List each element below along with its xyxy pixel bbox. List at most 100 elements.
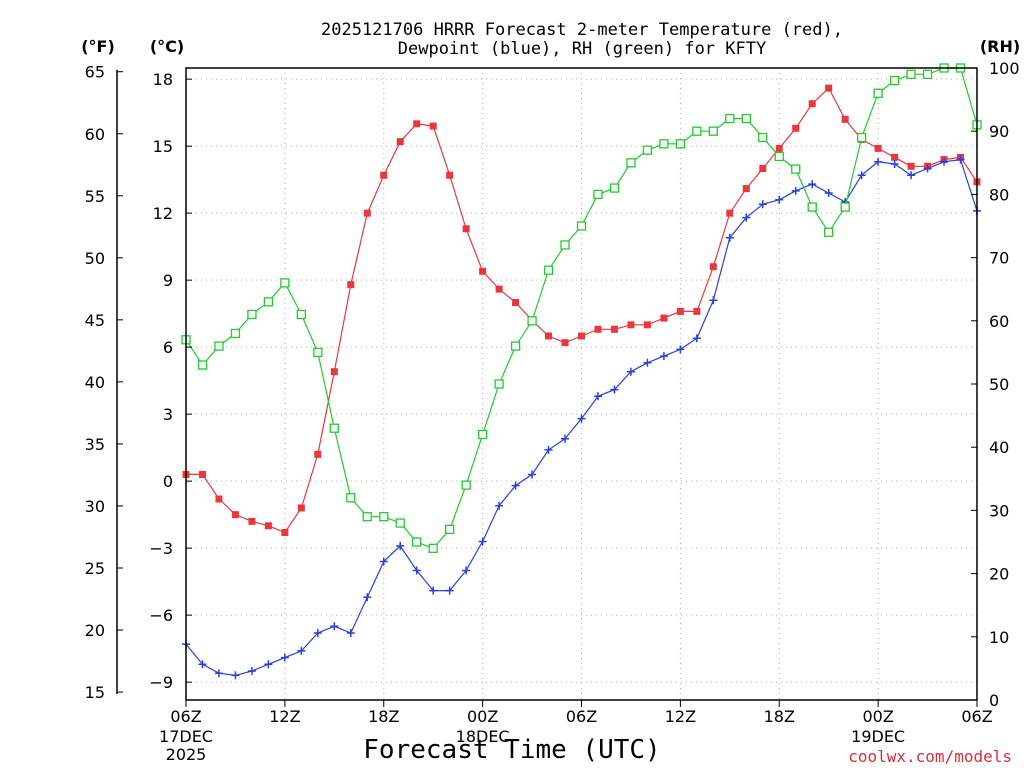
- point-dewpoint-4: [247, 666, 256, 675]
- celsius-tick-label-4: 6: [163, 338, 173, 357]
- fahrenheit-unit-label: (°F): [81, 37, 115, 56]
- point-dewpoint-3: [231, 671, 240, 680]
- point-dewpoint-32: [709, 296, 718, 305]
- point-temperature-44: [907, 162, 915, 170]
- point-rh-41: [856, 132, 867, 143]
- point-dewpoint-13: [396, 541, 405, 550]
- point-temperature-43: [891, 153, 899, 161]
- point-dewpoint-34: [742, 213, 751, 222]
- rh-tick-label-1: 90: [989, 122, 1009, 141]
- point-dewpoint-1: [198, 660, 207, 669]
- point-temperature-19: [495, 285, 503, 293]
- point-dewpoint-10: [346, 629, 355, 638]
- point-temperature-25: [594, 325, 602, 333]
- point-rh-20: [510, 341, 521, 351]
- point-rh-24: [576, 221, 587, 231]
- x-tick-sublabel-0-1: 2025: [166, 745, 207, 764]
- point-dewpoint-47: [956, 155, 965, 164]
- point-temperature-5: [264, 522, 272, 530]
- point-temperature-26: [610, 325, 618, 333]
- point-temperature-10: [347, 281, 355, 289]
- point-dewpoint-33: [725, 233, 734, 242]
- x-tick-sublabel-7-0: 19DEC: [851, 727, 905, 746]
- x-tick-sublabel-3-0: 18DEC: [456, 727, 510, 746]
- point-temperature-12: [380, 171, 388, 179]
- point-temperature-37: [792, 124, 800, 132]
- x-tick-label-0: 06Z: [170, 707, 201, 726]
- point-rh-16: [445, 524, 455, 535]
- point-temperature-30: [676, 307, 684, 315]
- point-rh-21: [527, 316, 537, 326]
- point-dewpoint-21: [528, 470, 537, 479]
- point-dewpoint-15: [429, 586, 438, 595]
- x-tick-sublabel-0-0: 17DEC: [159, 727, 213, 746]
- rh-tick-label-2: 80: [989, 185, 1009, 204]
- x-tick-label-2: 18Z: [368, 707, 399, 726]
- point-temperature-23: [561, 339, 569, 347]
- point-dewpoint-41: [857, 171, 866, 180]
- point-rh-39: [824, 227, 834, 237]
- x-tick-label-5: 12Z: [665, 707, 696, 726]
- point-dewpoint-30: [676, 345, 685, 354]
- point-rh-10: [346, 493, 356, 503]
- x-axis-label: Forecast Time (UTC): [363, 735, 660, 765]
- point-rh-7: [296, 309, 307, 320]
- point-temperature-28: [643, 321, 651, 329]
- point-dewpoint-16: [445, 586, 454, 595]
- point-dewpoint-17: [462, 566, 471, 575]
- celsius-tick-label-7: −3: [149, 539, 173, 558]
- point-dewpoint-8: [313, 629, 322, 638]
- fahrenheit-tick-label-0: 65: [85, 63, 105, 82]
- point-rh-42: [873, 88, 883, 98]
- point-rh-11: [362, 512, 372, 522]
- point-dewpoint-39: [824, 189, 833, 198]
- point-dewpoint-29: [659, 352, 668, 361]
- point-rh-31: [692, 126, 702, 136]
- rh-tick-label-0: 100: [989, 59, 1020, 78]
- chart-title-line-1: 2025121706 HRRR Forecast 2-meter Tempera…: [321, 20, 843, 40]
- point-temperature-36: [775, 144, 783, 152]
- point-temperature-1: [198, 470, 206, 478]
- point-rh-6: [280, 278, 290, 288]
- point-rh-36: [774, 151, 784, 162]
- point-temperature-6: [281, 529, 289, 537]
- fahrenheit-tick-label-5: 40: [85, 373, 105, 392]
- point-temperature-20: [512, 298, 520, 306]
- point-temperature-42: [874, 144, 882, 152]
- rh-unit-label: (RH): [980, 37, 1020, 56]
- point-dewpoint-20: [511, 481, 520, 490]
- point-dewpoint-11: [363, 593, 372, 602]
- point-rh-18: [477, 429, 488, 440]
- point-rh-12: [379, 512, 389, 522]
- point-rh-26: [609, 183, 620, 193]
- point-temperature-39: [825, 84, 833, 92]
- point-dewpoint-45: [923, 164, 932, 173]
- x-tick-label-7: 00Z: [862, 707, 893, 726]
- point-temperature-13: [396, 138, 404, 146]
- point-rh-1: [197, 360, 208, 370]
- chart-title-line-2: Dewpoint (blue), RH (green) for KFTY: [398, 39, 766, 59]
- point-temperature-33: [726, 209, 734, 217]
- point-dewpoint-7: [297, 646, 306, 655]
- point-rh-33: [725, 113, 735, 124]
- point-dewpoint-6: [280, 653, 289, 662]
- celsius-tick-label-9: −9: [149, 673, 173, 692]
- point-rh-22: [543, 265, 554, 275]
- point-dewpoint-28: [643, 358, 652, 367]
- point-dewpoint-37: [791, 186, 800, 195]
- series-layer: [181, 63, 982, 680]
- point-rh-38: [807, 202, 817, 212]
- point-temperature-7: [297, 504, 305, 512]
- point-temperature-18: [479, 267, 487, 275]
- point-dewpoint-2: [214, 669, 223, 678]
- axes-layer: 1815129630−3−6−9656055504540353025201510…: [85, 59, 1020, 764]
- point-dewpoint-19: [495, 501, 504, 510]
- point-temperature-38: [808, 100, 816, 108]
- point-temperature-22: [545, 332, 553, 340]
- point-rh-4: [247, 309, 257, 320]
- point-rh-37: [791, 164, 801, 174]
- fahrenheit-tick-label-8: 25: [85, 559, 105, 578]
- fahrenheit-tick-label-10: 15: [85, 683, 105, 702]
- rh-tick-label-5: 50: [989, 375, 1009, 394]
- point-rh-23: [560, 240, 570, 250]
